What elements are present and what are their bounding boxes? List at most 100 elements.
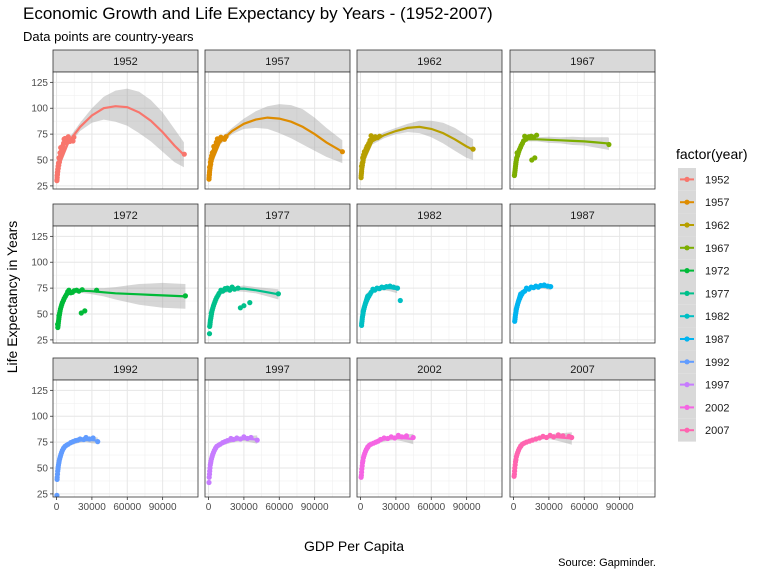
facet-panel-1987: 1987 (509, 203, 656, 344)
x-tick-label: 60000 (417, 502, 445, 513)
data-point (358, 474, 364, 480)
facet-strip-label: 1962 (417, 56, 441, 68)
confidence-band (57, 282, 186, 321)
data-point (206, 176, 212, 182)
panel-background (357, 72, 502, 189)
data-point (511, 172, 517, 179)
legend: 1952 1957 1962 1967 1972 1977 1982 1987 1992 1997… (678, 168, 729, 442)
data-point (211, 143, 217, 150)
panel-border (509, 379, 656, 498)
facet-strip-label: 1992 (113, 364, 137, 376)
panel-border (204, 71, 351, 190)
y-tick-label: 50 (37, 156, 49, 167)
data-point (512, 318, 518, 324)
smooth-line (207, 437, 258, 469)
panel-border (52, 379, 199, 498)
smooth-line (55, 105, 185, 171)
facet-panel-1997: 1997 0 30000 60000 90000 (204, 357, 351, 513)
data-point (529, 157, 535, 163)
panel-border (356, 379, 503, 498)
panel-border (52, 225, 199, 344)
data-point (511, 473, 517, 479)
facet-strip-label: 2002 (417, 364, 441, 376)
facet-panel-1992: 1992 25 50 75 100 125 0 30000 60000 90000 (31, 357, 199, 513)
smooth-line (513, 138, 610, 165)
x-tick-label: 0 (358, 502, 364, 513)
legend-key-point (684, 199, 690, 205)
confidence-band (209, 285, 279, 319)
y-tick-label: 125 (31, 386, 48, 397)
panel-border (509, 225, 656, 344)
x-tick-label: 60000 (570, 502, 598, 513)
legend-label: 1962 (705, 220, 729, 232)
y-tick-label: 100 (31, 258, 48, 269)
legend-label: 1987 (705, 334, 729, 346)
x-tick-label: 90000 (606, 502, 634, 513)
smooth-line (207, 116, 343, 169)
panel-background (205, 226, 350, 343)
legend-key-point (684, 290, 690, 296)
facet-panel-1972: 1972 25 50 75 100 125 (31, 203, 199, 346)
y-axis-label: Life Expectancy in Years (4, 221, 20, 374)
chart-subtitle: Data points are country-years (23, 29, 194, 44)
panel-background (53, 226, 198, 343)
chart-title: Economic Growth and Life Expectancy by Y… (23, 4, 493, 23)
facet-panel-1957: 1957 (204, 49, 351, 190)
data-point (206, 474, 212, 480)
x-axis-label: GDP Per Capita (304, 538, 404, 554)
smooth-line (513, 285, 551, 311)
panel-background (205, 72, 350, 189)
facet-panel-1977: 1977 (204, 203, 351, 344)
legend-label: 1972 (705, 266, 729, 278)
data-point (55, 321, 61, 327)
data-point (247, 300, 253, 306)
y-tick-label: 50 (37, 464, 49, 475)
legend-label: 1992 (705, 357, 729, 369)
data-point (207, 323, 213, 329)
data-point (54, 178, 60, 184)
smooth-line (55, 439, 98, 467)
confidence-band (209, 104, 343, 173)
data-point (206, 331, 213, 337)
legend-key-point (684, 268, 690, 274)
y-tick-label: 75 (37, 284, 49, 295)
data-point (57, 150, 63, 156)
x-tick-label: 30000 (230, 502, 258, 513)
panel-border (356, 225, 503, 344)
y-tick-label: 100 (31, 104, 48, 115)
data-point (358, 175, 364, 181)
facet-strip-label: 1997 (265, 364, 289, 376)
x-tick-label: 30000 (78, 502, 106, 513)
x-tick-label: 0 (54, 502, 60, 513)
x-tick-label: 0 (206, 502, 212, 513)
legend-key-point (684, 176, 690, 182)
y-tick-label: 75 (37, 130, 49, 141)
x-tick-label: 60000 (265, 502, 293, 513)
facet-panel-2007: 2007 0 30000 60000 90000 (509, 357, 656, 513)
legend-key-point (684, 313, 690, 319)
x-tick-label: 30000 (535, 502, 563, 513)
facet-strip-label: 1952 (113, 56, 137, 68)
panel-border (204, 379, 351, 498)
facet-strip-label: 2007 (570, 364, 594, 376)
y-tick-label: 100 (31, 412, 48, 423)
y-tick-label: 25 (37, 335, 49, 346)
x-tick-label: 30000 (382, 502, 410, 513)
facet-panel-1962: 1962 (356, 49, 503, 190)
data-point (58, 145, 64, 151)
data-point (359, 322, 365, 328)
x-tick-label: 0 (511, 502, 517, 513)
legend-label: 1977 (705, 288, 729, 300)
facet-panel-1967: 1967 (509, 49, 656, 190)
facet-strip-label: 1957 (265, 56, 289, 68)
legend-key-point (684, 222, 690, 228)
legend-label: 2007 (705, 425, 729, 437)
legend-key-point (684, 404, 690, 410)
x-tick-label: 60000 (113, 502, 141, 513)
facet-strip-label: 1972 (113, 210, 137, 222)
facet-strip-label: 1977 (265, 210, 289, 222)
facet-strip-label: 1967 (570, 56, 594, 68)
facet-panel-1952: 1952 25 50 75 100 125 (31, 49, 199, 192)
